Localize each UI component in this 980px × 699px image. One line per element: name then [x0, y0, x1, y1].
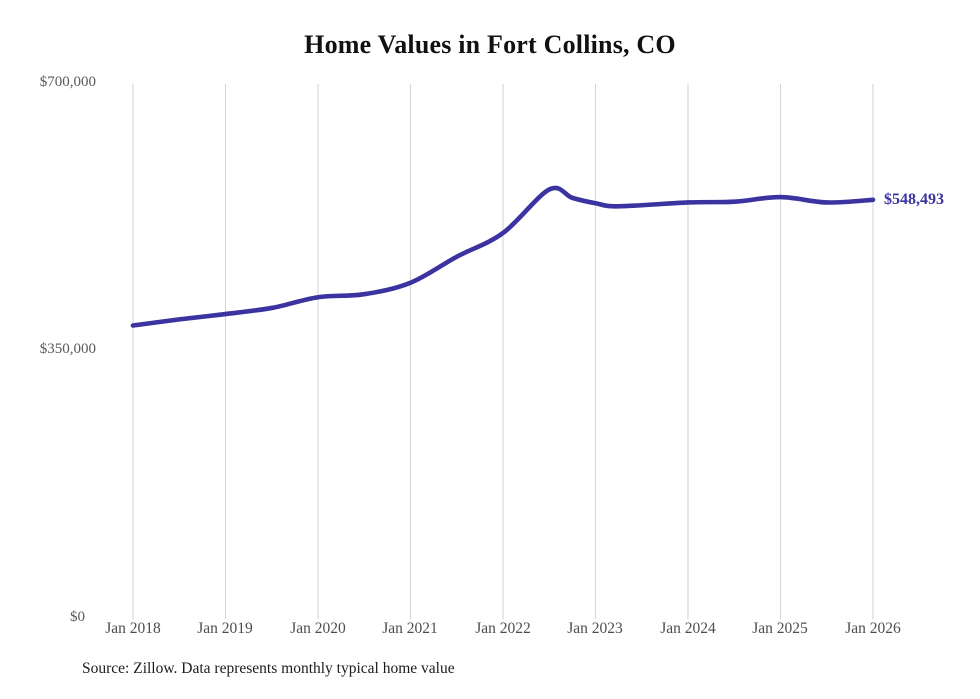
x-axis-tick-label-jan-2024: Jan 2024 [660, 620, 716, 637]
gridlines [132, 84, 874, 619]
source-note: Source: Zillow. Data represents monthly … [82, 660, 455, 677]
x-axis-tick-label-jan-2019: Jan 2019 [197, 620, 253, 637]
end-value-annotation: $548,493 [884, 190, 944, 208]
x-axis-tick-label-jan-2020: Jan 2020 [290, 620, 346, 637]
x-axis-tick-label-jan-2025: Jan 2025 [752, 620, 808, 637]
y-axis-tick-label-0: $0 [70, 609, 85, 625]
x-axis-tick-label-jan-2023: Jan 2023 [567, 620, 623, 637]
home-value-line-series [130, 185, 876, 328]
y-axis-tick-label-350000: $350,000 [39, 341, 96, 357]
chart-title: Home Values in Fort Collins, CO [304, 30, 676, 59]
x-axis-tick-label-jan-2022: Jan 2022 [475, 620, 531, 637]
x-axis-tick-label-jan-2026: Jan 2026 [845, 620, 901, 637]
x-axis-tick-label-jan-2018: Jan 2018 [105, 620, 161, 637]
y-axis-tick-label-700000: $700,000 [39, 74, 96, 90]
x-axis-tick-label-jan-2021: Jan 2021 [382, 620, 438, 637]
